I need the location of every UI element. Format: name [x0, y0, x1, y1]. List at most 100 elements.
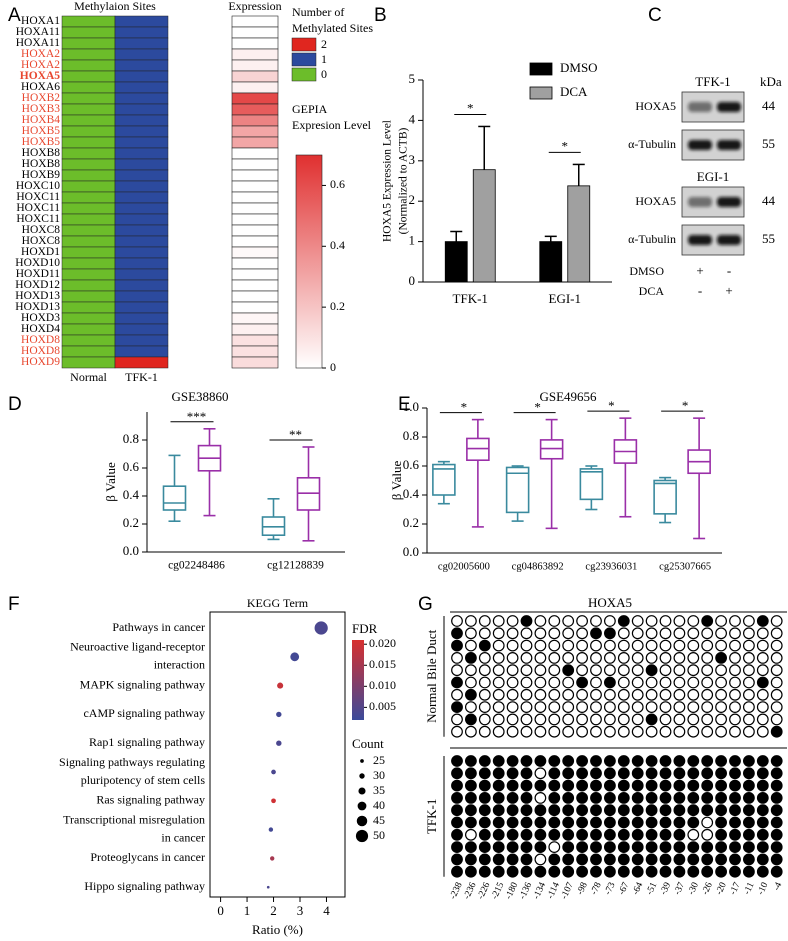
cpg-site — [673, 664, 686, 677]
y-tick-label: 1.0 — [403, 399, 419, 414]
colorbar-tick-label: 0.020 — [369, 636, 396, 650]
cpg-site — [520, 767, 533, 780]
cpg-site — [770, 713, 783, 726]
chart-title: HOXA5 — [588, 595, 632, 610]
cpg-site — [729, 767, 741, 780]
cpg-site — [548, 816, 561, 829]
gene-label: HOXB9 — [22, 169, 61, 181]
cpg-site — [520, 676, 533, 689]
cpg-site — [451, 841, 463, 853]
cpg-site — [548, 688, 561, 701]
bubble — [277, 682, 284, 689]
cpg-site — [604, 755, 616, 767]
cpg-site — [631, 639, 644, 652]
cpg-site — [478, 639, 491, 652]
expression-cell — [231, 158, 279, 171]
cpg-site — [604, 804, 616, 817]
cpg-site — [590, 865, 602, 878]
cpg-site — [506, 792, 519, 804]
column-label: Normal — [70, 370, 107, 384]
position-label: -73 — [603, 881, 618, 897]
cpg-site — [604, 676, 616, 689]
cpg-site — [729, 779, 741, 792]
cpg-site — [770, 639, 783, 652]
cpg-site — [631, 615, 644, 627]
cpg-site — [492, 792, 505, 804]
cpg-site — [478, 676, 491, 689]
cpg-site — [729, 713, 741, 726]
cpg-site — [590, 615, 602, 627]
cpg-site — [743, 779, 755, 792]
bubble — [266, 885, 270, 889]
cpg-site — [562, 804, 575, 817]
cpg-site — [548, 664, 561, 677]
cpg-site — [520, 828, 533, 841]
cpg-site — [673, 627, 686, 640]
heatmap-cell — [114, 257, 169, 270]
cpg-site — [770, 804, 783, 817]
colorbar-title: FDR — [352, 621, 378, 636]
legend-swatch — [291, 52, 317, 67]
cpg-site — [492, 701, 505, 713]
cpg-site — [729, 804, 741, 817]
legend-title: Number of — [292, 5, 344, 19]
heatmap-cell — [114, 136, 169, 149]
heatmap-cell — [114, 345, 169, 358]
term-label: in cancer — [161, 830, 205, 844]
cpg-site — [645, 779, 658, 792]
gene-label: HOXA6 — [21, 81, 60, 93]
cpg-site — [548, 792, 561, 804]
cpg-site — [770, 865, 783, 878]
column-title: Expression — [228, 0, 281, 13]
cpg-site — [506, 865, 519, 878]
cpg-site — [770, 841, 783, 853]
term-label: Rap1 signaling pathway — [89, 735, 205, 749]
cpg-site — [701, 664, 714, 677]
cpg-site — [645, 816, 658, 829]
cpg-site — [701, 639, 714, 652]
position-label: -238 — [448, 881, 465, 901]
cpg-site — [617, 816, 630, 829]
gene-label: HOXC8 — [22, 224, 61, 236]
cpg-site — [534, 816, 547, 829]
cpg-site — [534, 792, 547, 804]
cpg-site — [756, 676, 769, 689]
heatmap-cell — [61, 169, 116, 182]
gene-label: HOXB5 — [22, 125, 61, 137]
cpg-site — [451, 664, 463, 677]
cpg-site — [465, 804, 477, 817]
cpg-site — [770, 688, 783, 701]
heatmap-cell — [61, 70, 116, 83]
cpg-site — [756, 816, 769, 829]
cpg-site — [617, 664, 630, 677]
gene-label: HOXB8 — [22, 158, 61, 170]
cpg-site — [729, 725, 741, 738]
heatmap-cell — [61, 15, 116, 28]
significance-label: *** — [187, 409, 207, 424]
cpg-site — [659, 767, 672, 780]
cpg-site — [534, 713, 547, 726]
cpg-site — [673, 725, 686, 738]
cpg-site — [576, 755, 588, 767]
cpg-site — [701, 713, 714, 726]
expression-cell — [231, 92, 279, 105]
cpg-site — [478, 664, 491, 677]
size-legend-dot — [355, 829, 369, 843]
significance-label: * — [461, 400, 468, 415]
heatmap-cell — [114, 81, 169, 94]
x-tick-label: 1 — [244, 903, 251, 918]
cpg-site — [548, 701, 561, 713]
cpg-site — [617, 713, 630, 726]
cpg-site — [715, 627, 727, 640]
cpg-site — [520, 639, 533, 652]
cpg-site — [451, 652, 463, 664]
blot-band — [717, 102, 741, 112]
cpg-site — [520, 865, 533, 878]
box-body — [162, 485, 187, 511]
cpg-site — [617, 841, 630, 853]
heatmap-cell — [61, 213, 116, 226]
cpg-site — [743, 615, 755, 627]
position-label: -180 — [504, 881, 521, 901]
cpg-site — [687, 701, 700, 713]
cpg-site — [465, 792, 477, 804]
